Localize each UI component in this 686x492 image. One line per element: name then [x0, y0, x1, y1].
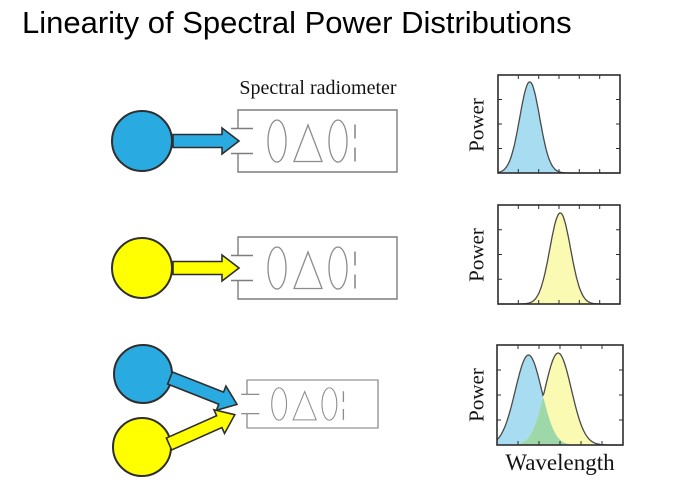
- yellow-arrow-row2: [172, 253, 241, 283]
- spectrum-plot-blue: [497, 74, 621, 174]
- radiometer-device-row1: [230, 109, 398, 173]
- blue-arrow-row3: [166, 370, 239, 412]
- blue-spectrum-area: [497, 355, 623, 445]
- blue-spectrum-area: [498, 81, 620, 173]
- blue-arrow-row1: [172, 126, 241, 156]
- blue-light-source-row3: [113, 344, 173, 404]
- yellow-spectrum-area: [497, 353, 623, 445]
- wavelength-axis-label: Wavelength: [505, 450, 615, 475]
- radiometer-device-row3: [240, 379, 379, 429]
- page-title: Linearity of Spectral Power Distribution…: [22, 5, 572, 40]
- yellow-spectrum-area: [498, 213, 620, 304]
- radiometer-device-row2: [230, 236, 398, 300]
- plot-frame: [496, 344, 624, 446]
- blue-light-source-row1: [111, 110, 173, 172]
- plot-frame: [497, 204, 621, 305]
- plot-frame: [497, 74, 621, 174]
- yellow-arrow-row3: [165, 408, 236, 451]
- yellow-light-source-row2: [111, 237, 173, 299]
- radiometer-label: Spectral radiometer: [239, 77, 397, 99]
- yellow-light-source-row3: [112, 417, 172, 477]
- spectrum-plot-combined: [496, 344, 624, 446]
- axis-ticks: [498, 205, 620, 304]
- axis-ticks: [497, 345, 623, 445]
- spectrum-plot-yellow: [497, 204, 621, 305]
- axis-ticks: [498, 75, 620, 173]
